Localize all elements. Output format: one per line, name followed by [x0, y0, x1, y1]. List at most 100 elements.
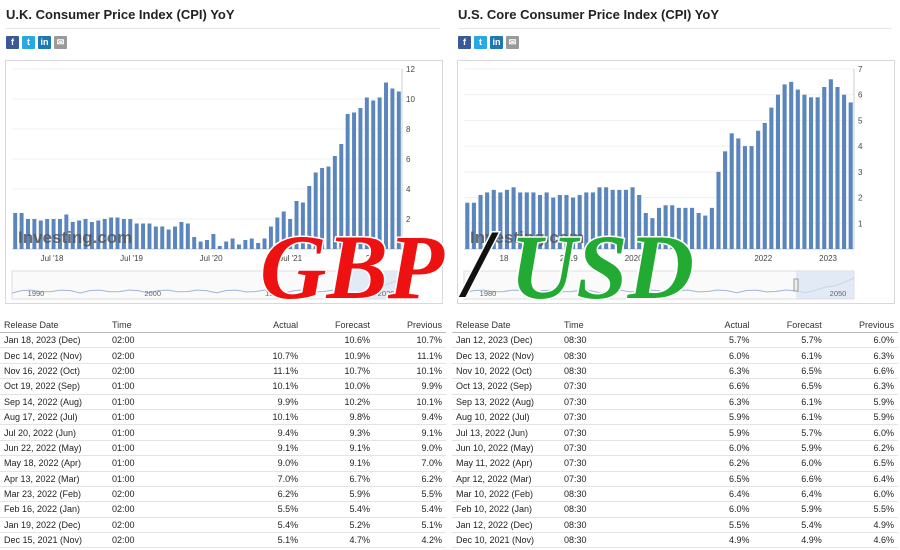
bar	[848, 102, 853, 249]
release-date-cell: Apr 12, 2022 (Mar)	[452, 471, 560, 487]
release-date-cell: Oct 13, 2022 (Sep)	[452, 378, 560, 395]
previous-cell: 6.0%	[825, 424, 898, 441]
bar	[288, 219, 293, 249]
time-cell: 07:30	[560, 455, 698, 472]
actual-cell: 9.1%	[246, 440, 303, 457]
release-date-cell: Dec 10, 2021 (Nov)	[452, 532, 560, 549]
table-row[interactable]: Sep 13, 2022 (Aug) 07:30 6.3% 6.1% 5.9%	[452, 394, 898, 410]
col-release-date[interactable]: Release Date	[0, 318, 108, 333]
previous-cell: 11.1%	[374, 347, 446, 364]
table-row[interactable]: Dec 10, 2021 (Nov) 08:30 4.9% 4.9% 4.6%	[452, 532, 898, 549]
table-row[interactable]: Dec 15, 2021 (Nov) 02:00 5.1% 4.7% 4.2%	[0, 532, 446, 549]
table-row[interactable]: Jun 10, 2022 (May) 07:30 6.0% 5.9% 6.2%	[452, 440, 898, 457]
previous-cell: 4.6%	[825, 532, 898, 549]
twitter-icon[interactable]: t	[474, 36, 487, 49]
us-chart-title: U.S. Core Consumer Price Index (CPI) YoY	[458, 7, 720, 22]
table-row[interactable]: Aug 10, 2022 (Jul) 07:30 5.9% 6.1% 5.9%	[452, 409, 898, 426]
bar	[249, 238, 254, 249]
release-date-cell: Dec 14, 2022 (Nov)	[0, 347, 108, 364]
us-chart: 1 2 3 4 5 6 7 Investing.com 18 2019 2020 2022 2023 19…	[457, 60, 895, 304]
bar	[465, 202, 470, 249]
table-row[interactable]: Feb 10, 2022 (Jan) 08:30 6.0% 5.9% 5.5%	[452, 501, 898, 518]
table-header-row: Release Date Time Actual Forecast Previo…	[0, 318, 446, 333]
col-forecast[interactable]: Forecast	[302, 318, 375, 333]
bar	[643, 213, 648, 249]
table-row[interactable]: Feb 16, 2022 (Jan) 02:00 5.5% 5.4% 5.4%	[0, 501, 446, 518]
y-tick-label: 4	[406, 185, 411, 194]
bar	[775, 94, 781, 249]
actual-cell: 6.3%	[698, 394, 754, 410]
col-release-date[interactable]: Release Date	[452, 318, 560, 333]
bar	[498, 192, 503, 249]
table-row[interactable]: Dec 13, 2022 (Nov) 08:30 6.0% 6.1% 6.3%	[452, 347, 898, 364]
col-previous[interactable]: Previous	[825, 318, 898, 333]
y-tick-label: 1	[858, 219, 863, 228]
table-row[interactable]: Jan 12, 2023 (Dec) 08:30 5.7% 5.7% 6.0%	[452, 332, 898, 349]
bar	[396, 91, 401, 249]
forecast-cell: 6.1%	[753, 409, 826, 426]
table-row[interactable]: Jun 22, 2022 (May) 01:00 9.1% 9.1% 9.0%	[0, 440, 446, 457]
forecast-cell: 4.9%	[753, 532, 826, 549]
bar	[179, 222, 184, 249]
actual-cell: 5.9%	[698, 409, 754, 426]
linkedin-icon[interactable]: in	[490, 36, 503, 49]
facebook-icon[interactable]: f	[6, 36, 19, 49]
col-time[interactable]: Time	[560, 318, 698, 333]
table-row[interactable]: May 11, 2022 (Apr) 07:30 6.2% 6.0% 6.5%	[452, 455, 898, 472]
bar	[782, 84, 787, 249]
table-row[interactable]: Oct 13, 2022 (Sep) 07:30 6.6% 6.5% 6.3%	[452, 378, 898, 395]
bar	[102, 219, 107, 249]
time-cell: 01:00	[108, 440, 246, 457]
table-row[interactable]: Apr 13, 2022 (Mar) 01:00 7.0% 6.7% 6.2%	[0, 471, 446, 487]
release-date-cell: Jan 18, 2023 (Dec)	[0, 332, 108, 349]
email-icon[interactable]: ✉	[54, 36, 67, 49]
table-row[interactable]: Nov 16, 2022 (Oct) 02:00 11.1% 10.7% 10.1%	[0, 363, 446, 380]
bar	[26, 219, 30, 249]
table-row[interactable]: May 18, 2022 (Apr) 01:00 9.0% 9.1% 7.0%	[0, 455, 446, 472]
previous-cell: 6.3%	[825, 378, 898, 395]
release-date-cell: Jan 12, 2023 (Dec)	[452, 332, 560, 349]
actual-cell: 9.4%	[246, 424, 303, 441]
table-row[interactable]: Jan 18, 2023 (Dec) 02:00 10.6% 10.7%	[0, 332, 446, 349]
table-row[interactable]: Aug 17, 2022 (Jul) 01:00 10.1% 9.8% 9.4%	[0, 409, 446, 426]
release-date-cell: Sep 14, 2022 (Aug)	[0, 394, 108, 410]
table-row[interactable]: Jan 12, 2022 (Dec) 08:30 5.5% 5.4% 4.9%	[452, 517, 898, 534]
table-row[interactable]: Jul 13, 2022 (Jun) 07:30 5.9% 5.7% 6.0%	[452, 424, 898, 441]
table-row[interactable]: Dec 14, 2022 (Nov) 02:00 10.7% 10.9% 11.1%	[0, 347, 446, 364]
bar	[320, 168, 325, 249]
facebook-icon[interactable]: f	[458, 36, 471, 49]
linkedin-icon[interactable]: in	[38, 36, 51, 49]
bar	[604, 187, 609, 249]
col-forecast[interactable]: Forecast	[753, 318, 826, 333]
table-row[interactable]: Apr 12, 2022 (Mar) 07:30 6.5% 6.6% 6.4%	[452, 471, 898, 487]
forecast-cell: 10.9%	[302, 347, 375, 364]
table-row[interactable]: Nov 10, 2022 (Oct) 08:30 6.3% 6.5% 6.6%	[452, 363, 898, 380]
time-cell: 08:30	[560, 347, 698, 364]
col-actual[interactable]: Actual	[246, 318, 303, 333]
forecast-cell: 6.6%	[753, 471, 826, 487]
email-icon[interactable]: ✉	[506, 36, 519, 49]
time-cell: 07:30	[560, 424, 698, 441]
table-row[interactable]: Oct 19, 2022 (Sep) 01:00 10.1% 10.0% 9.9%	[0, 378, 446, 395]
table-row[interactable]: Jan 19, 2022 (Dec) 02:00 5.4% 5.2% 5.1%	[0, 517, 446, 534]
y-tick-label: 8	[406, 125, 411, 134]
time-cell: 02:00	[108, 517, 246, 534]
forecast-cell: 5.9%	[302, 486, 375, 503]
table-row[interactable]: Jul 20, 2022 (Jun) 01:00 9.4% 9.3% 9.1%	[0, 424, 446, 441]
uk-table-body: Jan 18, 2023 (Dec) 02:00 10.6% 10.7% Dec 14,…	[0, 332, 446, 549]
release-date-cell: Nov 16, 2022 (Oct)	[0, 363, 108, 380]
col-actual[interactable]: Actual	[698, 318, 754, 333]
forecast-cell: 5.4%	[302, 501, 375, 518]
twitter-icon[interactable]: t	[22, 36, 35, 49]
table-header-row: Release Date Time Actual Forecast Previo…	[452, 318, 898, 333]
col-time[interactable]: Time	[108, 318, 246, 333]
table-row[interactable]: Mar 10, 2022 (Feb) 08:30 6.4% 6.4% 6.0%	[452, 486, 898, 503]
actual-cell: 6.2%	[698, 455, 754, 472]
bar	[769, 107, 774, 249]
table-row[interactable]: Sep 14, 2022 (Aug) 01:00 9.9% 10.2% 10.1%	[0, 394, 446, 410]
table-row[interactable]: Mar 23, 2022 (Feb) 02:00 6.2% 5.9% 5.5%	[0, 486, 446, 503]
bar	[630, 187, 635, 249]
col-previous[interactable]: Previous	[374, 318, 446, 333]
bar	[205, 240, 209, 249]
bar	[147, 223, 152, 249]
